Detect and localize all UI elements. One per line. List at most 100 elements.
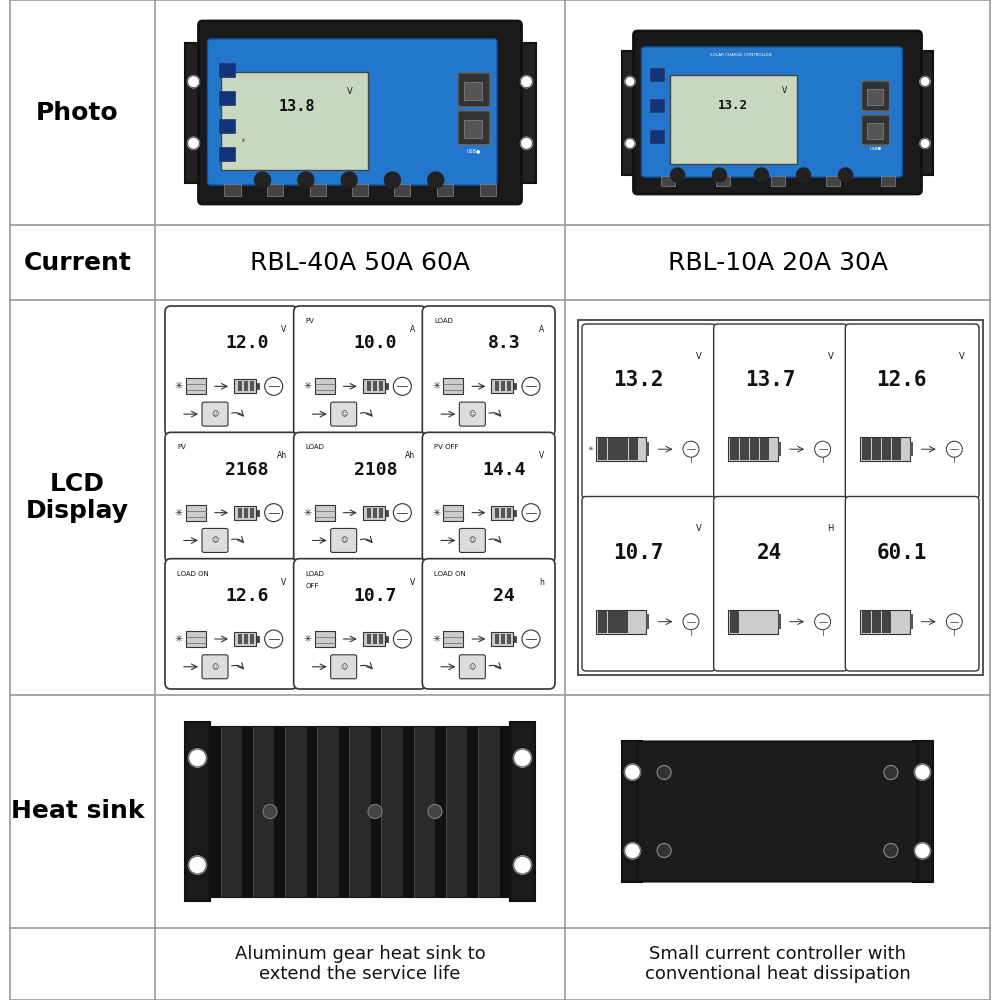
Text: Ah: Ah (277, 451, 287, 460)
FancyBboxPatch shape (714, 497, 847, 671)
Text: V: V (696, 352, 702, 361)
Circle shape (298, 172, 314, 188)
Bar (918, 51, 932, 175)
Text: USB●: USB● (870, 147, 882, 151)
Text: 24: 24 (757, 543, 783, 563)
Circle shape (520, 137, 532, 149)
Text: 2168: 2168 (225, 461, 269, 479)
Text: Aluminum gear heat sink to
extend the service life: Aluminum gear heat sink to extend the se… (235, 945, 485, 983)
Bar (518, 43, 536, 183)
Bar (730, 438, 739, 460)
Text: ☺: ☺ (340, 537, 347, 544)
Text: ☺: ☺ (469, 537, 476, 544)
FancyBboxPatch shape (294, 432, 426, 563)
Circle shape (188, 76, 200, 88)
Bar (598, 611, 607, 633)
Bar (646, 614, 649, 629)
Bar (367, 381, 371, 391)
Text: A: A (539, 325, 544, 334)
Text: V: V (782, 86, 787, 95)
FancyBboxPatch shape (331, 528, 357, 552)
Circle shape (384, 172, 400, 188)
FancyBboxPatch shape (638, 742, 918, 882)
Bar (480, 184, 496, 196)
FancyBboxPatch shape (165, 432, 298, 563)
Text: V: V (696, 524, 702, 533)
Text: ✳: ✳ (432, 381, 440, 391)
Circle shape (514, 749, 532, 767)
Text: A: A (410, 325, 415, 334)
FancyBboxPatch shape (845, 324, 979, 499)
Bar (622, 741, 642, 882)
Text: h: h (539, 578, 544, 587)
Bar (867, 89, 883, 105)
FancyBboxPatch shape (198, 21, 522, 204)
Bar (862, 438, 871, 460)
Circle shape (188, 137, 200, 149)
Bar (826, 176, 840, 186)
Bar (882, 611, 891, 633)
Text: RBL-40A 50A 60A: RBL-40A 50A 60A (250, 250, 470, 274)
Bar (501, 381, 505, 391)
Circle shape (946, 614, 962, 630)
Circle shape (514, 856, 532, 874)
Bar (186, 378, 206, 394)
Text: RBL-10A 20A 30A: RBL-10A 20A 30A (668, 250, 888, 274)
Circle shape (796, 168, 810, 182)
Bar (443, 378, 463, 394)
Circle shape (914, 843, 930, 859)
Bar (446, 726, 467, 896)
Bar (285, 726, 306, 896)
FancyBboxPatch shape (714, 324, 847, 499)
FancyBboxPatch shape (202, 528, 228, 552)
Bar (513, 636, 516, 642)
Bar (608, 438, 618, 460)
Bar (381, 726, 403, 896)
Circle shape (341, 172, 357, 188)
Text: V: V (281, 325, 287, 334)
Circle shape (914, 764, 930, 780)
Text: ✳: ✳ (175, 508, 183, 518)
FancyBboxPatch shape (422, 306, 555, 436)
Circle shape (263, 804, 277, 818)
Bar (629, 438, 638, 460)
Circle shape (657, 766, 671, 780)
Text: ✳: ✳ (588, 446, 594, 452)
Text: 10.7: 10.7 (354, 587, 397, 605)
Circle shape (265, 504, 283, 522)
Bar (867, 123, 883, 139)
Bar (862, 611, 871, 633)
Bar (510, 722, 535, 901)
Circle shape (188, 856, 207, 874)
FancyBboxPatch shape (458, 73, 490, 107)
Text: ☺: ☺ (211, 664, 219, 670)
Circle shape (265, 377, 283, 395)
Bar (596, 437, 646, 461)
Circle shape (815, 614, 831, 630)
FancyBboxPatch shape (582, 324, 716, 499)
Circle shape (265, 630, 283, 648)
Bar (363, 632, 385, 646)
Bar (379, 634, 383, 644)
Bar (218, 119, 234, 133)
Bar (234, 506, 256, 520)
Bar (513, 383, 516, 389)
Bar (578, 320, 983, 675)
Bar (250, 381, 254, 391)
Text: 13.2: 13.2 (718, 99, 748, 112)
Bar (385, 636, 388, 642)
Circle shape (368, 804, 382, 818)
Text: 13.7: 13.7 (745, 370, 795, 390)
Bar (218, 147, 234, 161)
Bar (310, 184, 326, 196)
Text: Heat sink: Heat sink (11, 800, 144, 824)
FancyBboxPatch shape (165, 306, 298, 436)
FancyBboxPatch shape (331, 655, 357, 679)
Bar (385, 383, 388, 389)
Bar (218, 63, 234, 77)
Bar (363, 506, 385, 520)
Bar (437, 184, 453, 196)
Bar (910, 614, 913, 629)
Text: LOAD ON: LOAD ON (434, 571, 466, 577)
Bar (379, 508, 383, 518)
